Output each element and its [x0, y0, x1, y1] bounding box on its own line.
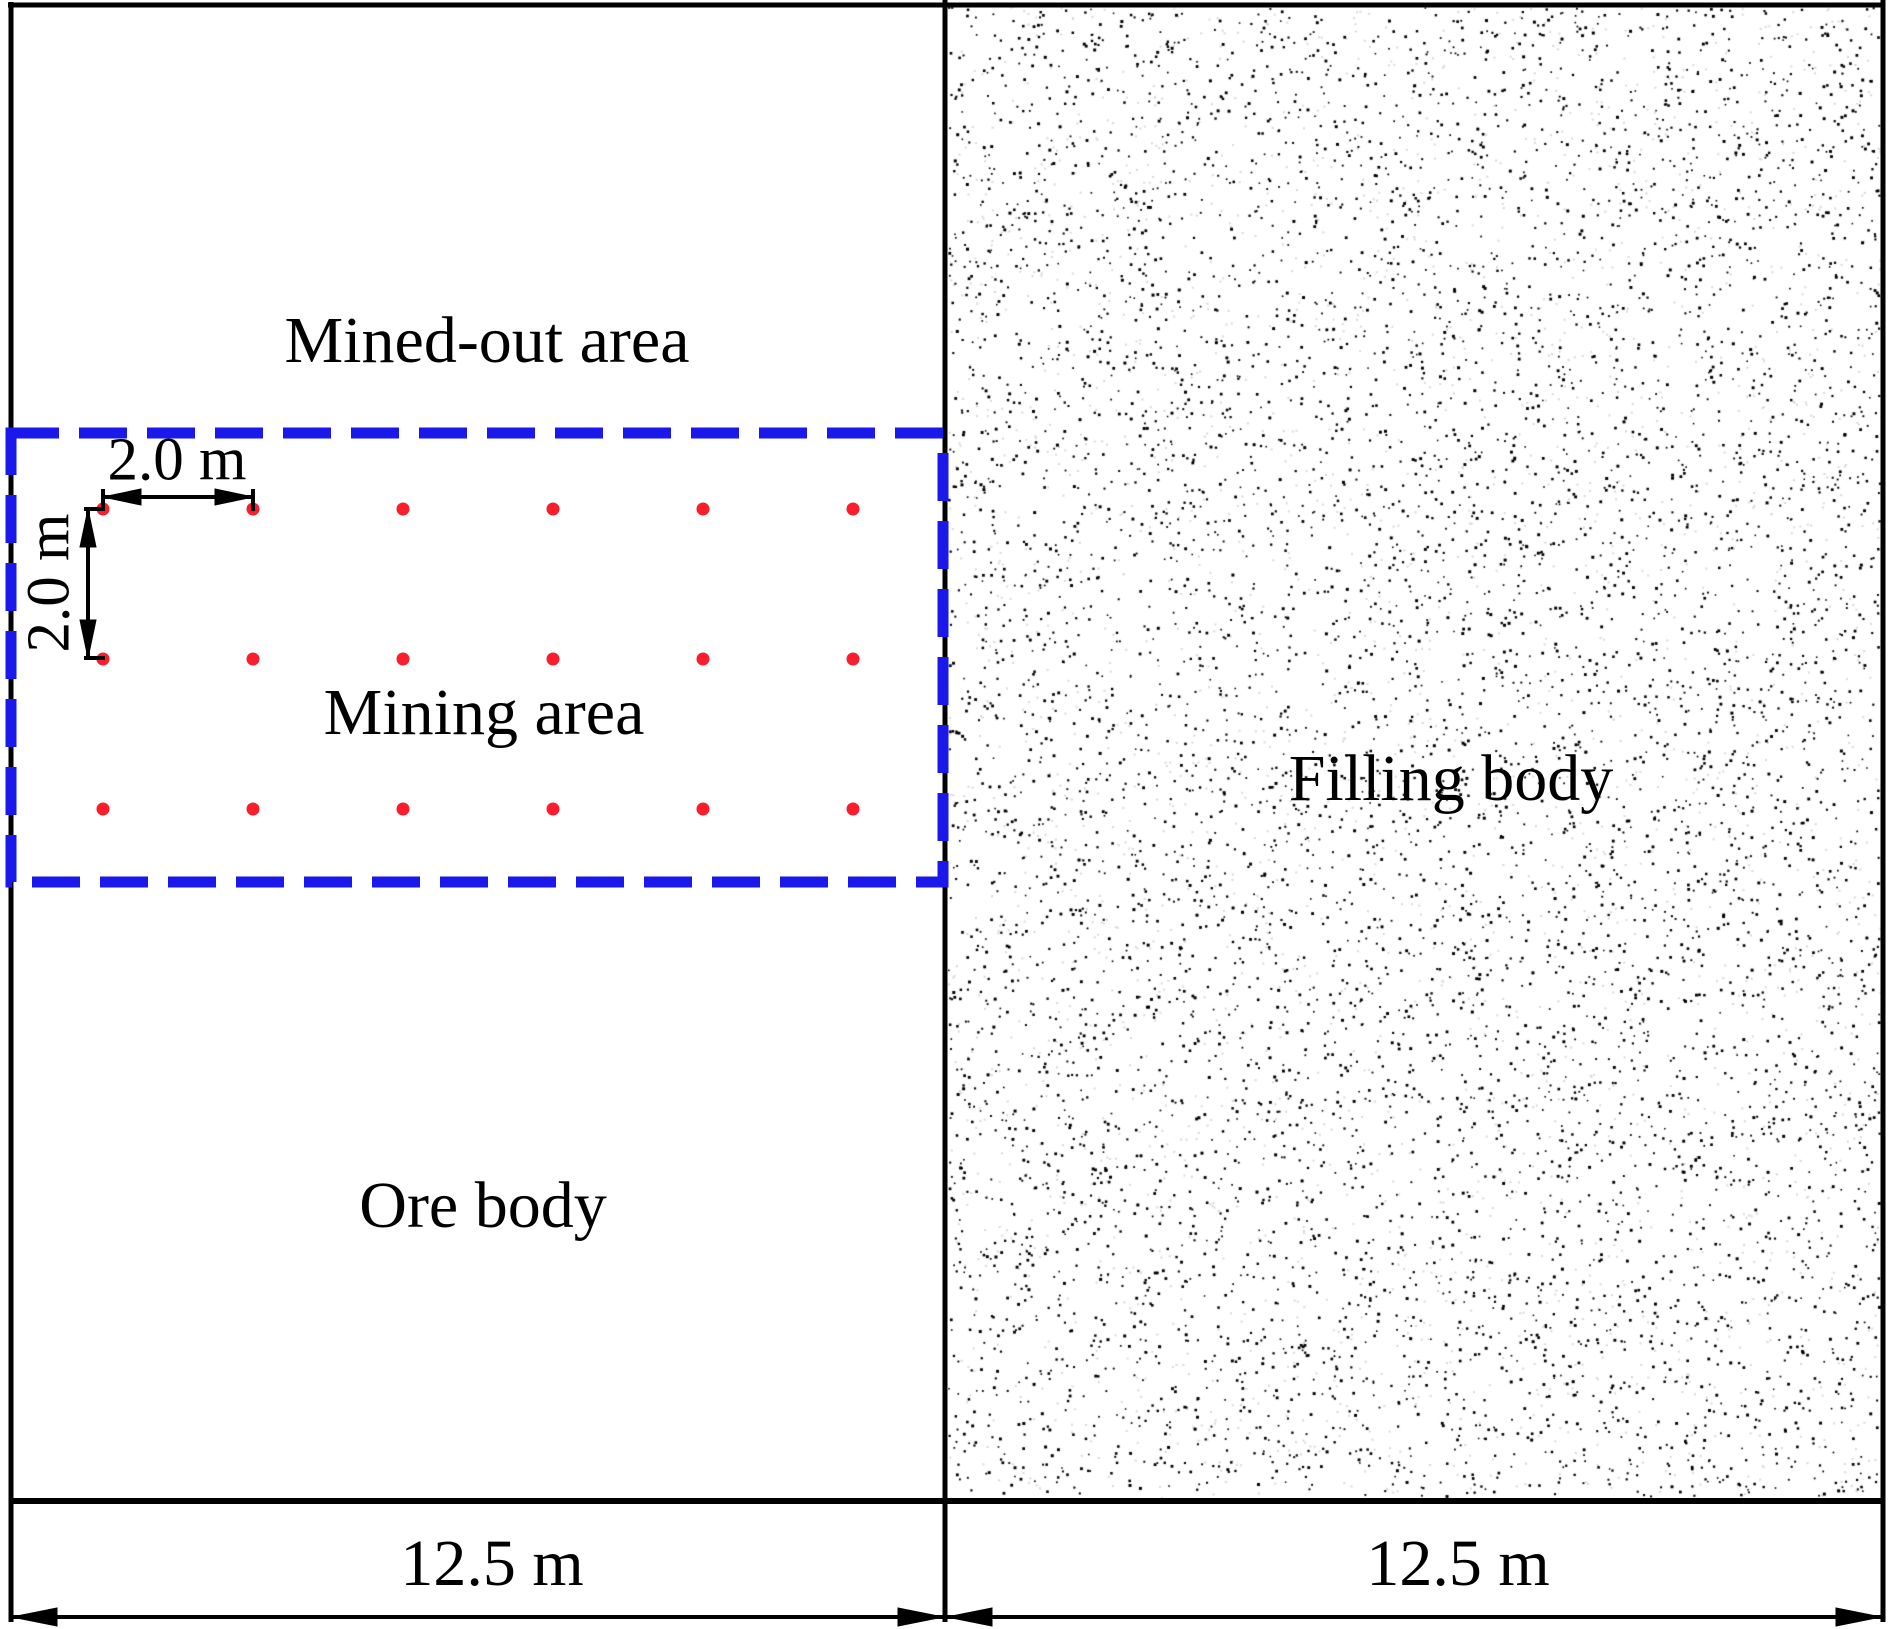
- blast-hole-dot: [246, 652, 260, 666]
- left-half-width-label: 12.5 m: [400, 1527, 584, 1600]
- mined-out-area-label: Mined-out area: [284, 304, 690, 377]
- blast-hole-dot: [846, 502, 860, 516]
- h-dim-arrowhead-left: [102, 488, 142, 506]
- right-span-arrowhead-left: [946, 1607, 993, 1627]
- blast-hole-dot: [396, 652, 410, 666]
- filling-body-label: Filling body: [1288, 742, 1614, 815]
- left-span-arrowhead-right: [897, 1607, 944, 1627]
- v-dim-arrowhead-bottom: [79, 619, 97, 659]
- blast-hole-grid: [96, 502, 860, 816]
- blast-hole-dot: [546, 502, 560, 516]
- blast-hole-dot: [546, 652, 560, 666]
- hole-spacing-vertical-dimension: [79, 507, 105, 660]
- blast-hole-dot: [696, 502, 710, 516]
- right-half-width-label: 12.5 m: [1366, 1527, 1550, 1600]
- blast-hole-dot: [396, 502, 410, 516]
- blast-hole-dot: [396, 802, 410, 816]
- mining-area-label: Mining area: [323, 676, 645, 749]
- blast-hole-dot: [546, 802, 560, 816]
- blast-hole-dot: [696, 652, 710, 666]
- hole-spacing-vertical-label: 2.0 m: [15, 513, 83, 653]
- h-dim-arrowhead-right: [214, 488, 254, 506]
- v-dim-arrowhead-top: [79, 508, 97, 548]
- mining-area-dashed-outline: [5, 427, 949, 888]
- blast-hole-dot: [846, 652, 860, 666]
- filling-body-stipple-texture: [948, 6, 1882, 1499]
- hole-spacing-horizontal-label: 2.0 m: [107, 426, 247, 494]
- right-span-arrowhead-right: [1835, 1607, 1882, 1627]
- bottom-width-dimensions: [11, 1607, 1882, 1627]
- blast-hole-dot: [846, 802, 860, 816]
- ore-body-label: Ore body: [359, 1169, 607, 1242]
- blast-hole-dot: [696, 802, 710, 816]
- blast-hole-dot: [96, 802, 110, 816]
- left-span-arrowhead-left: [11, 1607, 58, 1627]
- blast-hole-dot: [246, 802, 260, 816]
